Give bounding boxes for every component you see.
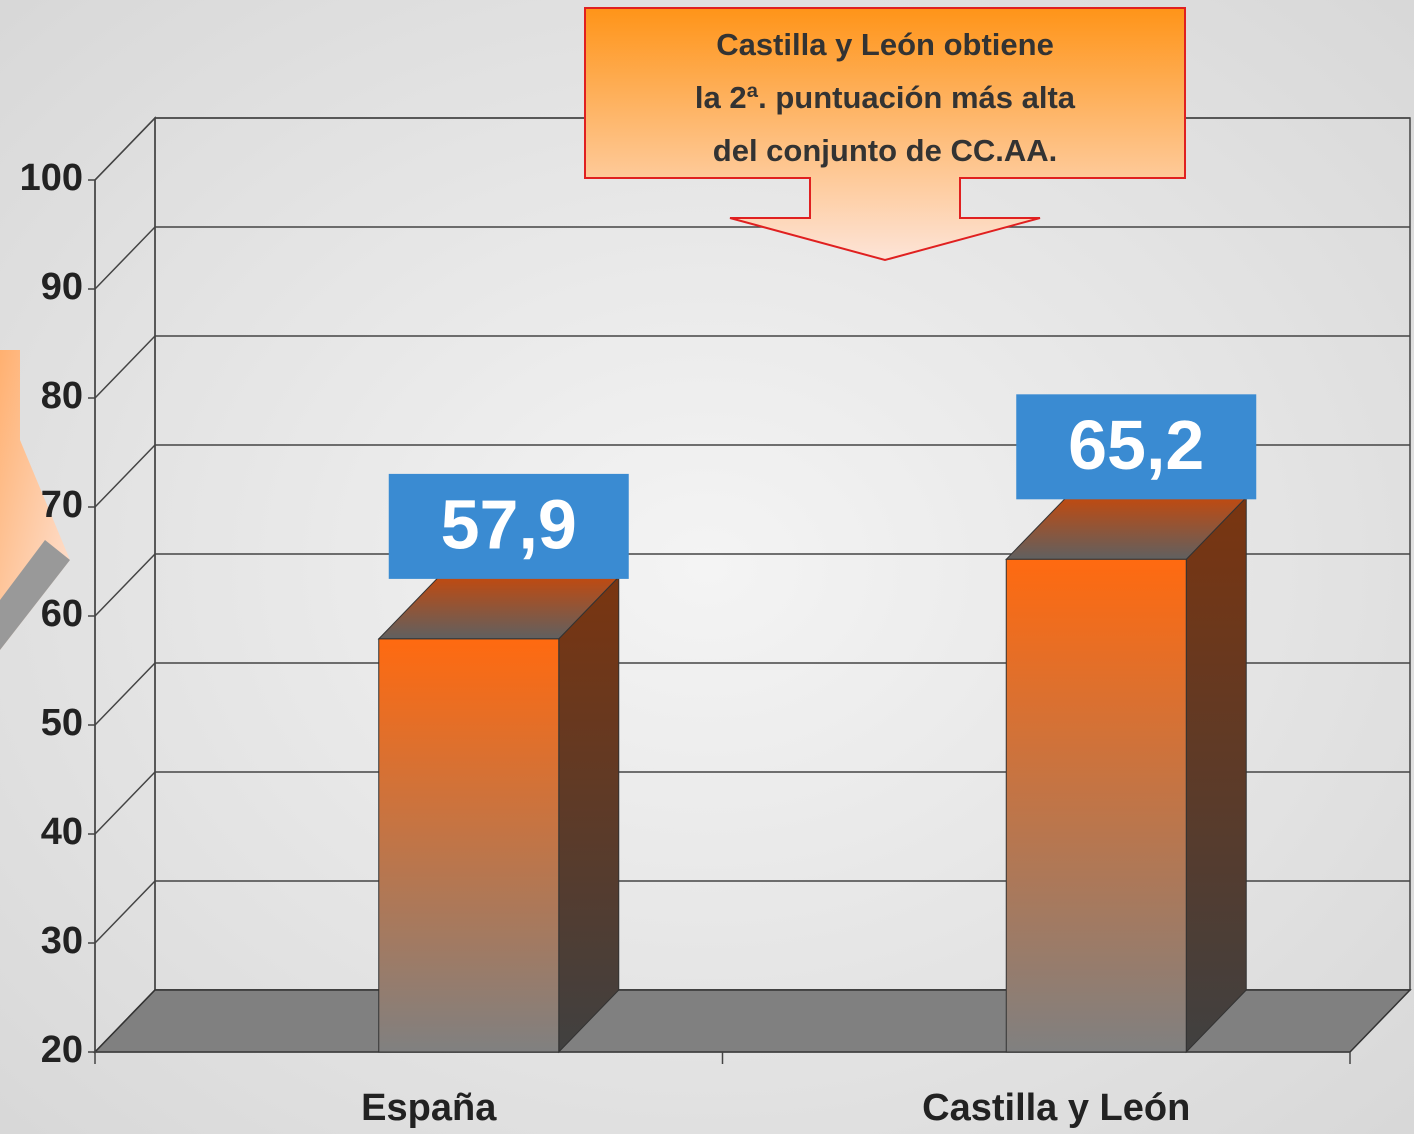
y-tick-label: 60 xyxy=(41,593,83,635)
y-tick-label: 30 xyxy=(41,920,83,962)
grid-line xyxy=(94,117,156,181)
value-label-box xyxy=(1016,394,1257,500)
y-tick-label: 80 xyxy=(41,375,83,417)
x-tick-label: España xyxy=(361,1087,497,1129)
y-tick-label: 50 xyxy=(41,702,83,744)
value-label: 57,9 xyxy=(441,485,577,563)
callout: Castilla y León obtiene la 2ª. puntuació… xyxy=(584,7,1186,262)
grid-line xyxy=(94,771,156,835)
grid-line xyxy=(94,662,156,726)
grid-line xyxy=(94,226,156,290)
grid-line xyxy=(94,444,156,508)
y-tick-label: 90 xyxy=(41,266,83,308)
grid-line xyxy=(94,335,156,399)
grid-line xyxy=(94,880,156,944)
y-tick-label: 70 xyxy=(41,484,83,526)
value-label-box xyxy=(388,473,629,579)
bar xyxy=(1005,558,1187,1053)
y-tick-label: 40 xyxy=(41,811,83,853)
bar xyxy=(378,638,560,1053)
value-label: 65,2 xyxy=(1068,406,1204,484)
annotation-line: Castilla y León obtiene xyxy=(716,27,1054,62)
y-tick-label: 20 xyxy=(41,1029,83,1071)
y-tick-label: 100 xyxy=(20,157,83,199)
annotation-line: del conjunto de CC.AA. xyxy=(713,133,1057,168)
annotation-line: la 2ª. puntuación más alta xyxy=(695,80,1076,115)
decoration xyxy=(0,540,70,650)
x-tick-label: Castilla y León xyxy=(922,1087,1190,1129)
bar-side xyxy=(558,575,620,1054)
grid-line xyxy=(94,553,156,617)
plot-area: 20 30 40 50 60 70 80 90 100 57,9 España 65,2 Castill… xyxy=(20,116,1412,1129)
callout-shape xyxy=(584,7,1186,262)
bar-side xyxy=(1185,496,1247,1054)
